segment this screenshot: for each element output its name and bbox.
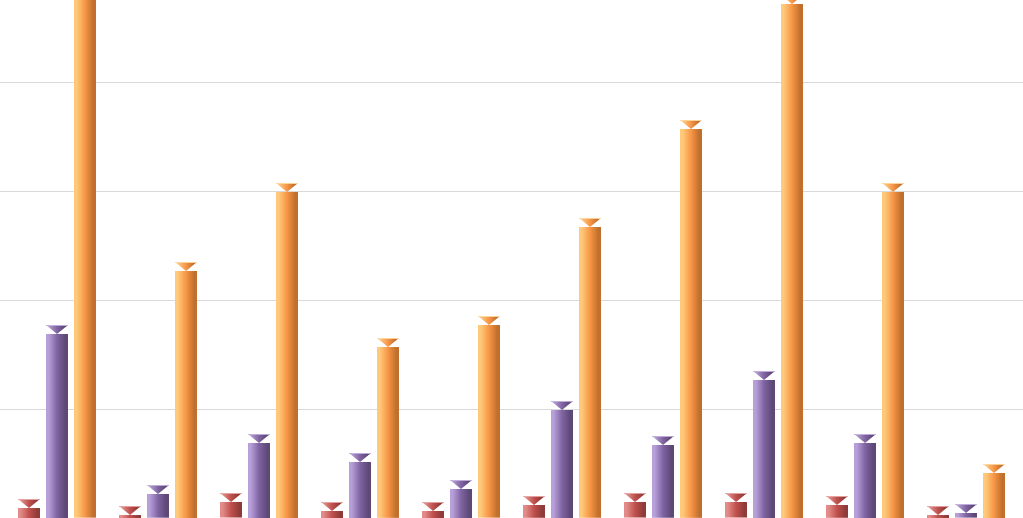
plot-area bbox=[0, 0, 1023, 518]
bar-series1 bbox=[725, 493, 747, 518]
bar-series1 bbox=[826, 496, 848, 518]
bar-series2 bbox=[652, 436, 674, 518]
bar-series1 bbox=[119, 506, 141, 518]
bar-group bbox=[18, 0, 96, 518]
bar-series3 bbox=[983, 464, 1005, 518]
bar-series3 bbox=[882, 183, 904, 518]
bar-series2 bbox=[551, 401, 573, 518]
bar-series3 bbox=[377, 338, 399, 518]
bar-group bbox=[321, 0, 399, 518]
bar-series1 bbox=[18, 499, 40, 518]
bar-series1 bbox=[422, 502, 444, 518]
bar-group bbox=[927, 0, 1005, 518]
bar-group bbox=[624, 0, 702, 518]
bar-series2 bbox=[46, 325, 68, 518]
bar-chart bbox=[0, 0, 1023, 518]
bar-series1 bbox=[624, 493, 646, 518]
bar-series3 bbox=[579, 218, 601, 518]
bar-group bbox=[523, 0, 601, 518]
bar-series2 bbox=[854, 434, 876, 518]
bar-series1 bbox=[321, 502, 343, 518]
bar-series3 bbox=[74, 0, 96, 518]
bar-series1 bbox=[927, 506, 949, 518]
bar-group bbox=[220, 0, 298, 518]
bar-series2 bbox=[147, 485, 169, 518]
bar-series2 bbox=[753, 371, 775, 518]
bar-group bbox=[826, 0, 904, 518]
bar-group bbox=[422, 0, 500, 518]
bar-series3 bbox=[276, 183, 298, 518]
bar-series1 bbox=[523, 496, 545, 518]
bar-series2 bbox=[450, 480, 472, 518]
bar-series2 bbox=[349, 453, 371, 518]
bar-series2 bbox=[248, 434, 270, 518]
bar-series3 bbox=[478, 316, 500, 518]
bar-series3 bbox=[781, 0, 803, 518]
bar-series2 bbox=[955, 504, 977, 518]
bar-series3 bbox=[680, 120, 702, 518]
bar-group bbox=[119, 0, 197, 518]
bar-group bbox=[725, 0, 803, 518]
bar-series1 bbox=[220, 493, 242, 518]
bar-series3 bbox=[175, 262, 197, 518]
